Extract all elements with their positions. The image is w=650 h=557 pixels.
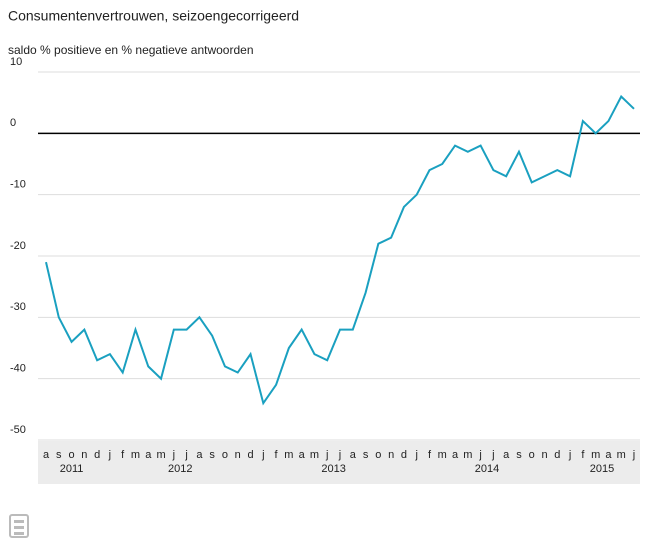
x-tick-label: m — [617, 449, 626, 461]
x-tick-label: a — [605, 449, 612, 461]
x-tick-label: f — [581, 449, 585, 461]
x-tick-label: j — [478, 449, 481, 461]
x-tick-label: s — [363, 449, 369, 461]
x-tick-label: j — [632, 449, 635, 461]
x-tick-label: a — [196, 449, 203, 461]
y-tick-label: -50 — [10, 424, 26, 436]
x-axis-band — [38, 441, 640, 484]
x-tick-label: a — [452, 449, 459, 461]
x-tick-label: d — [554, 449, 560, 461]
x-tick-label: n — [541, 449, 547, 461]
x-tick-label: d — [94, 449, 100, 461]
x-tick-label: n — [81, 449, 87, 461]
year-label: 2011 — [60, 463, 84, 475]
x-tick-label: a — [503, 449, 510, 461]
x-tick-label: f — [275, 449, 279, 461]
x-tick-label: a — [299, 449, 306, 461]
x-tick-label: f — [121, 449, 125, 461]
x-tick-label: a — [145, 449, 152, 461]
x-tick-label: o — [69, 449, 75, 461]
x-tick-label: m — [310, 449, 319, 461]
year-label: 2014 — [475, 463, 499, 475]
chart-subtitle: saldo % positieve en % negatieve antwoor… — [8, 43, 254, 57]
chart-title: Consumentenvertrouwen, seizoengecorrigee… — [8, 8, 299, 24]
y-tick-label: 10 — [10, 56, 22, 68]
year-label: 2013 — [321, 463, 345, 475]
y-tick-label: -40 — [10, 363, 26, 375]
x-tick-label: s — [209, 449, 215, 461]
x-tick-label: m — [463, 449, 472, 461]
y-tick-label: -10 — [10, 179, 26, 191]
x-tick-label: j — [172, 449, 175, 461]
x-tick-label: j — [184, 449, 187, 461]
line-series — [45, 94, 635, 406]
x-tick-label: j — [491, 449, 494, 461]
x-tick-label: j — [108, 449, 111, 461]
x-tick-label: a — [43, 449, 50, 461]
year-label: 2012 — [168, 463, 192, 475]
logo — [9, 514, 29, 538]
y-tick-label: -20 — [10, 240, 26, 252]
x-tick-label: o — [529, 449, 535, 461]
x-tick-label: a — [350, 449, 357, 461]
x-tick-label: o — [375, 449, 381, 461]
y-tick-label: 0 — [10, 117, 16, 129]
x-tick-label: j — [568, 449, 571, 461]
x-tick-label: f — [428, 449, 432, 461]
x-tick-label: m — [156, 449, 165, 461]
x-tick-label: m — [438, 449, 447, 461]
x-tick-label: m — [131, 449, 140, 461]
x-tick-label: d — [247, 449, 253, 461]
x-tick-label: j — [325, 449, 328, 461]
x-tick-label: m — [284, 449, 293, 461]
x-tick-label: n — [235, 449, 241, 461]
x-tick-label: s — [516, 449, 522, 461]
x-tick-label: d — [401, 449, 407, 461]
x-tick-label: n — [388, 449, 394, 461]
y-tick-label: -30 — [10, 301, 26, 313]
x-tick-label: m — [591, 449, 600, 461]
x-tick-label: j — [338, 449, 341, 461]
x-tick-label: j — [261, 449, 264, 461]
year-label: 2015 — [590, 463, 614, 475]
x-tick-label: j — [414, 449, 417, 461]
x-tick-label: o — [222, 449, 228, 461]
x-tick-label: s — [56, 449, 62, 461]
